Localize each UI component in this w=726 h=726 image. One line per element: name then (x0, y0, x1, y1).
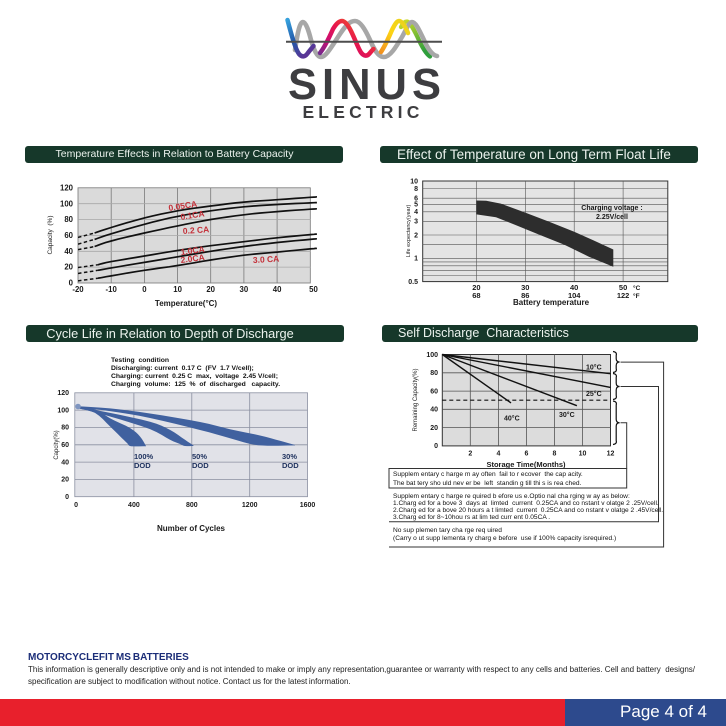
svg-text:10°C: 10°C (586, 364, 602, 372)
svg-text:-20: -20 (72, 285, 84, 294)
svg-text:Capcity(%): Capcity(%) (54, 430, 60, 459)
svg-text:0.5: 0.5 (408, 279, 418, 286)
svg-text:50%: 50% (192, 452, 207, 461)
svg-text:10: 10 (410, 178, 418, 185)
svg-text:0: 0 (142, 285, 147, 294)
svg-text:1: 1 (414, 256, 418, 263)
svg-text:Life expectancy(year): Life expectancy(year) (406, 205, 412, 258)
svg-text:Remaining Capacity(%): Remaining Capacity(%) (413, 368, 419, 431)
svg-text:30: 30 (240, 285, 249, 294)
svg-text:80: 80 (64, 215, 73, 224)
svg-text:120: 120 (57, 390, 69, 397)
svg-text:50: 50 (619, 283, 627, 292)
svg-text:8: 8 (414, 186, 418, 193)
svg-text:60: 60 (61, 442, 69, 449)
svg-text:20: 20 (472, 283, 480, 292)
svg-text:100: 100 (426, 352, 438, 359)
svg-text:122: 122 (617, 291, 630, 300)
svg-text:-10: -10 (106, 285, 118, 294)
svg-text:25°C: 25°C (586, 390, 602, 398)
svg-text:400: 400 (128, 502, 140, 509)
svg-text:°F: °F (633, 292, 640, 300)
svg-text:50: 50 (309, 285, 318, 294)
svg-text:3.0 CA: 3.0 CA (253, 254, 280, 265)
svg-text:100: 100 (57, 407, 69, 414)
svg-text:68: 68 (472, 291, 480, 300)
svg-text:2.25V/cell: 2.25V/cell (596, 214, 628, 221)
svg-text:100: 100 (60, 199, 74, 208)
svg-text:0: 0 (69, 279, 74, 288)
svg-text:800: 800 (186, 502, 198, 509)
svg-text:5: 5 (414, 202, 418, 209)
svg-text:2.0CA: 2.0CA (180, 252, 205, 265)
svg-text:20: 20 (430, 425, 438, 432)
svg-text:30°C: 30°C (559, 411, 575, 419)
svg-text:0.05CA: 0.05CA (168, 199, 198, 213)
svg-text:80: 80 (61, 425, 69, 432)
svg-text:3: 3 (414, 219, 418, 226)
svg-text:1200: 1200 (242, 502, 258, 509)
svg-text:2: 2 (414, 232, 418, 239)
svg-text:86: 86 (521, 291, 529, 300)
svg-text:6: 6 (524, 451, 528, 458)
svg-text:0: 0 (434, 443, 438, 450)
svg-text:DOD: DOD (282, 461, 299, 470)
svg-text:40: 40 (61, 459, 69, 466)
svg-text:DOD: DOD (192, 461, 209, 470)
svg-text:80: 80 (430, 370, 438, 377)
svg-text:40: 40 (570, 283, 578, 292)
svg-text:40: 40 (64, 247, 73, 256)
svg-text:0: 0 (65, 494, 69, 501)
svg-text:40: 40 (430, 407, 438, 414)
svg-text:4: 4 (414, 209, 418, 216)
svg-text:DOD: DOD (134, 461, 151, 470)
svg-text:104: 104 (568, 291, 581, 300)
svg-text:60: 60 (430, 388, 438, 395)
svg-text:40: 40 (273, 285, 282, 294)
svg-text:30%: 30% (282, 452, 297, 461)
svg-text:40°C: 40°C (504, 415, 520, 423)
svg-text:100%: 100% (134, 452, 154, 461)
svg-text:Battery temperature: Battery temperature (513, 298, 590, 307)
svg-text:2: 2 (468, 451, 472, 458)
svg-text:0: 0 (74, 502, 78, 509)
svg-text:8: 8 (552, 451, 556, 458)
svg-text:4: 4 (496, 451, 500, 458)
svg-text:°C: °C (633, 284, 641, 292)
svg-text:120: 120 (60, 183, 74, 192)
svg-text:0.2 CA: 0.2 CA (182, 224, 209, 236)
svg-text:6: 6 (414, 196, 418, 203)
svg-text:Capacity (%): Capacity (%) (47, 215, 54, 254)
svg-text:Storage Time(Months): Storage Time(Months) (486, 460, 566, 469)
svg-text:1600: 1600 (300, 502, 316, 509)
svg-text:20: 20 (61, 477, 69, 484)
svg-text:30: 30 (521, 283, 529, 292)
svg-text:60: 60 (64, 231, 73, 240)
svg-text:1.0CA: 1.0CA (180, 244, 205, 257)
svg-text:20: 20 (206, 285, 215, 294)
svg-text:Temperature(°C): Temperature(°C) (155, 299, 218, 308)
svg-text:12: 12 (607, 451, 615, 458)
svg-text:0.1CA: 0.1CA (180, 208, 205, 222)
svg-text:Charging voltage :: Charging voltage : (581, 205, 642, 212)
svg-text:10: 10 (173, 285, 182, 294)
svg-text:Number of Cycles: Number of Cycles (157, 524, 226, 533)
svg-text:20: 20 (64, 263, 73, 272)
svg-text:10: 10 (579, 451, 587, 458)
